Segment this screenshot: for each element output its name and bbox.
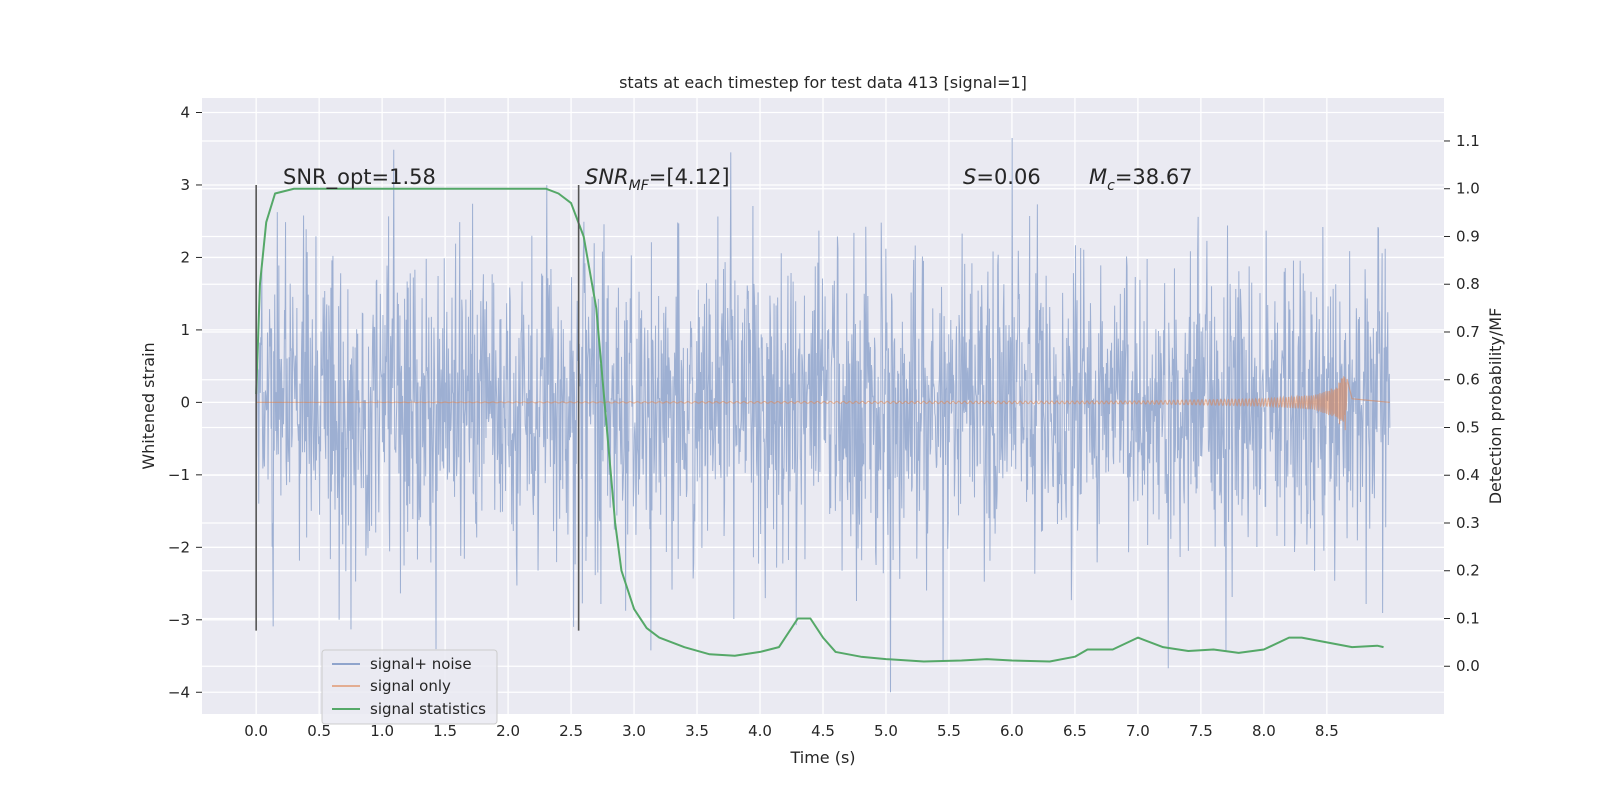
y2-tick-label: 0.8 [1456, 275, 1480, 293]
annotation-s: S=0.06 [963, 165, 1041, 189]
y-tick-label: −1 [168, 466, 190, 484]
y2-tick-label: 0.6 [1456, 371, 1480, 389]
y2-tick-label: 1.1 [1456, 132, 1480, 150]
x-tick-label: 0.5 [307, 722, 331, 740]
chart-title: stats at each timestep for test data 413… [619, 73, 1027, 92]
y-axis-label: Whitened strain [139, 342, 158, 469]
x-tick-label: 7.0 [1126, 722, 1150, 740]
y2-tick-label: 0.1 [1456, 609, 1480, 627]
x-tick-label: 3.0 [622, 722, 646, 740]
x-tick-label: 6.5 [1063, 722, 1087, 740]
x-tick-label: 3.5 [685, 722, 709, 740]
series-signal-noise [255, 138, 1391, 693]
series-signal-statistics [255, 187, 1384, 663]
x-tick-label: 1.0 [370, 722, 394, 740]
y-tick-label: 3 [180, 176, 190, 194]
x-tick-label: 8.5 [1315, 722, 1339, 740]
x-tick-label: 7.5 [1189, 722, 1213, 740]
legend: signal+ noise signal only signal statist… [321, 649, 498, 725]
annotation-snr-opt: SNR_opt=1.58 [283, 165, 436, 190]
x-axis-ticks: 0.0 0.5 1.0 1.5 2.0 2.5 3.0 3.5 4.0 4.5 5.0 5.5 6.0 6… [244, 722, 1339, 740]
noise-trace [255, 138, 1391, 693]
x-tick-label: 2.5 [559, 722, 583, 740]
x-tick-label: 5.0 [874, 722, 898, 740]
y2-axis-label: Detection probability/MF [1486, 308, 1505, 505]
x-tick-label: 5.5 [937, 722, 961, 740]
y-axis-ticks: 4 3 2 1 0 −1 −2 −3 −4 [168, 103, 202, 701]
y-tick-label: 4 [180, 103, 190, 121]
y2-tick-label: 0.0 [1456, 657, 1480, 675]
x-tick-label: 2.0 [496, 722, 520, 740]
x-tick-label: 6.0 [1000, 722, 1024, 740]
x-axis-label: Time (s) [789, 748, 855, 767]
x-tick-label: 4.0 [748, 722, 772, 740]
x-tick-label: 4.5 [811, 722, 835, 740]
y2-axis-ticks: 1.1 1.0 0.9 0.8 0.7 0.6 0.5 0.4 0.3 0.2 0.1 0.0 [1444, 132, 1480, 675]
annotation-snr-mf: SNRMF=[4.12] [585, 165, 730, 194]
y-tick-label: 0 [180, 393, 190, 411]
y2-tick-label: 1.0 [1456, 180, 1480, 198]
y2-tick-label: 0.2 [1456, 562, 1480, 580]
y2-tick-label: 0.4 [1456, 466, 1480, 484]
y2-tick-label: 0.5 [1456, 418, 1480, 436]
legend-label-signal-only: signal only [370, 677, 451, 695]
y2-tick-label: 0.9 [1456, 227, 1480, 245]
x-tick-label: 1.5 [433, 722, 457, 740]
x-tick-label: 0.0 [244, 722, 268, 740]
y2-tick-label: 0.3 [1456, 514, 1480, 532]
legend-label-signal-noise: signal+ noise [370, 655, 472, 673]
legend-label-signal-statistics: signal statistics [370, 700, 486, 718]
y-tick-label: 1 [180, 321, 190, 339]
y2-tick-label: 0.7 [1456, 323, 1480, 341]
annotation-mc: Mc=38.67 [1089, 165, 1193, 194]
legend-box [321, 649, 498, 725]
y-tick-label: 2 [180, 248, 190, 266]
y-tick-label: −2 [168, 538, 190, 556]
x-tick-label: 8.0 [1252, 722, 1276, 740]
stats-trace [255, 187, 1384, 663]
signal-trace [256, 376, 1390, 431]
marker-vlines [255, 184, 580, 631]
y-tick-label: −4 [168, 683, 190, 701]
y-tick-label: −3 [168, 611, 190, 629]
series-signal-only [256, 376, 1390, 431]
